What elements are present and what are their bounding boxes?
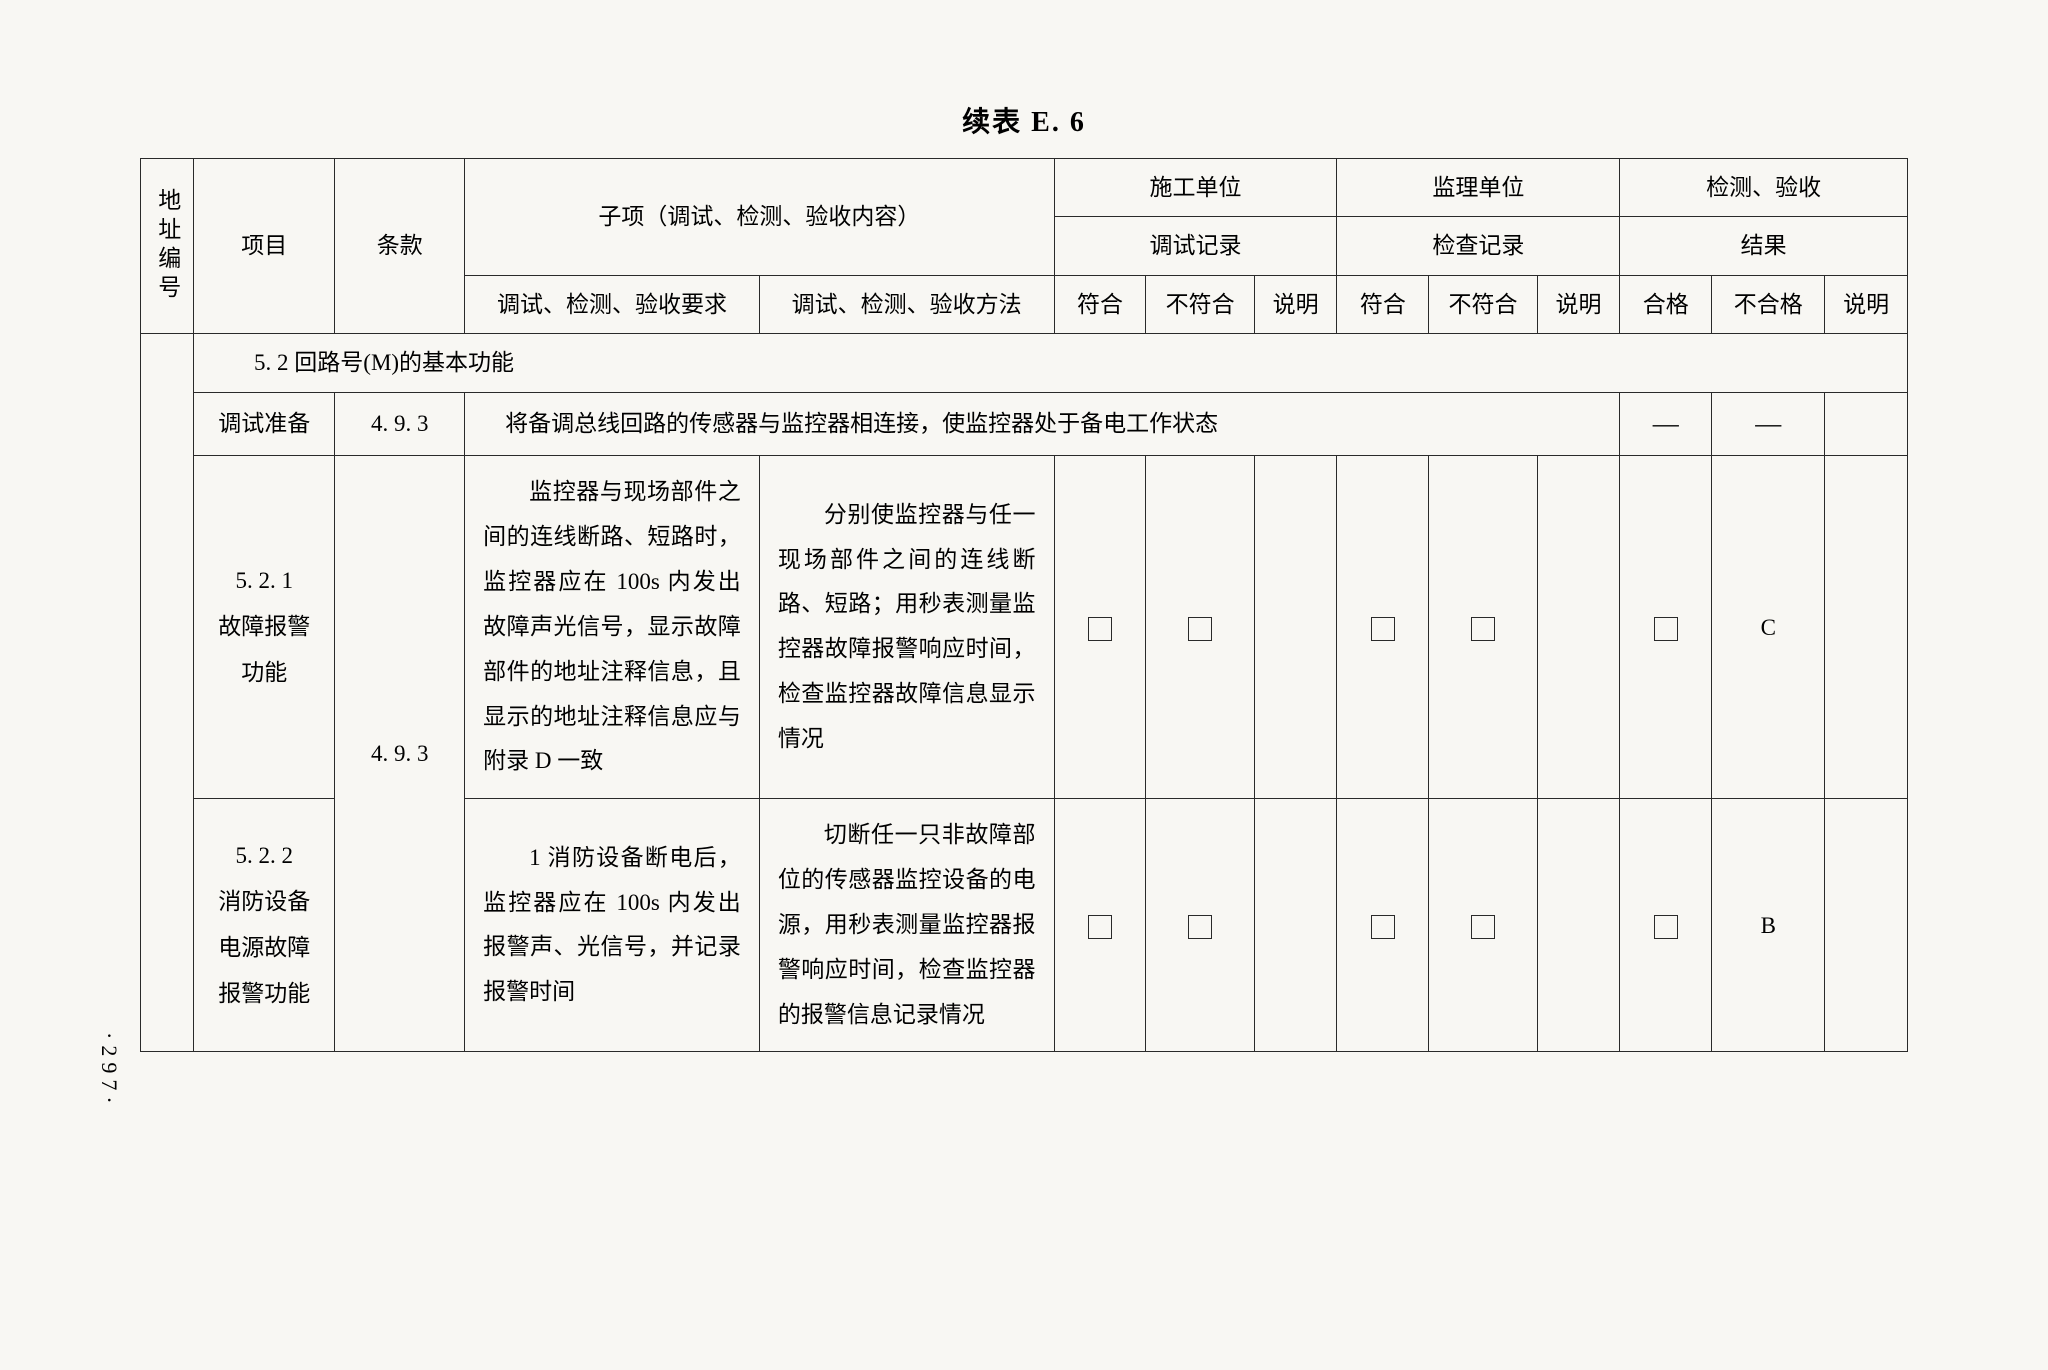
col-construction-unit: 施工单位 [1054, 159, 1337, 217]
checkbox-icon[interactable] [1371, 617, 1395, 641]
col-fail: 不合格 [1712, 275, 1825, 333]
shared-clause: 4. 9. 3 [335, 456, 465, 1052]
col-detection-acceptance: 检测、验收 [1620, 159, 1908, 217]
main-table: 地址编号 项目 条款 子项（调试、检测、验收内容） 施工单位 监理单位 检测、验… [140, 158, 1908, 1052]
col-project: 项目 [194, 159, 335, 334]
checkbox-cell [1146, 799, 1254, 1052]
col-inspection-record: 检查记录 [1337, 217, 1620, 275]
header-row-1: 地址编号 项目 条款 子项（调试、检测、验收内容） 施工单位 监理单位 检测、验… [141, 159, 1908, 217]
note-cell [1537, 456, 1620, 799]
checkbox-cell [1429, 456, 1537, 799]
col-sub-method: 调试、检测、验收方法 [759, 275, 1054, 333]
note-cell [1254, 456, 1337, 799]
checkbox-icon[interactable] [1371, 915, 1395, 939]
checkbox-cell [1620, 799, 1712, 1052]
checkbox-cell [1429, 799, 1537, 1052]
checkbox-cell [1054, 456, 1146, 799]
prep-clause: 4. 9. 3 [335, 392, 465, 456]
checkbox-icon[interactable] [1188, 617, 1212, 641]
note-cell [1537, 799, 1620, 1052]
note-cell [1254, 799, 1337, 1052]
col-commissioning-record: 调试记录 [1054, 217, 1337, 275]
col-note-2: 说明 [1537, 275, 1620, 333]
checkbox-cell [1337, 456, 1429, 799]
row-item-522: 5. 2. 2 消防设备 电源故障 报警功能 [194, 799, 335, 1052]
prep-item: 调试准备 [194, 392, 335, 456]
page-number: ·297· [96, 1032, 122, 1110]
col-subitem: 子项（调试、检测、验收内容） [465, 159, 1054, 276]
section-row: 5. 2 回路号(M)的基本功能 [141, 334, 1908, 392]
checkbox-icon[interactable] [1188, 915, 1212, 939]
col-addr-no: 地址编号 [141, 159, 194, 334]
document-page: 续表 E. 6 地址编号 项目 条款 子项（调试、检测、验收内容） 施工单位 监… [0, 0, 2048, 1370]
prep-text: 将备调总线回路的传感器与监控器相连接，使监控器处于备电工作状态 [465, 392, 1620, 456]
fail-label-522: B [1712, 799, 1825, 1052]
col-conform-1: 符合 [1054, 275, 1146, 333]
prep-pass-mark: — [1620, 392, 1712, 456]
checkbox-icon[interactable] [1471, 617, 1495, 641]
row-req-521: 监控器与现场部件之间的连线断路、短路时，监控器应在 100s 内发出故障声光信号… [465, 456, 760, 799]
col-result: 结果 [1620, 217, 1908, 275]
prep-row: 调试准备 4. 9. 3 将备调总线回路的传感器与监控器相连接，使监控器处于备电… [141, 392, 1908, 456]
checkbox-icon[interactable] [1654, 617, 1678, 641]
table-row: 5. 2. 1 故障报警 功能 4. 9. 3 监控器与现场部件之间的连线断路、… [141, 456, 1908, 799]
fail-label-521: C [1712, 456, 1825, 799]
col-nonconform-2: 不符合 [1429, 275, 1537, 333]
row-req-522: 1 消防设备断电后，监控器应在 100s 内发出报警声、光信号，并记录报警时间 [465, 799, 760, 1052]
checkbox-icon[interactable] [1471, 915, 1495, 939]
checkbox-cell [1054, 799, 1146, 1052]
col-note-3: 说明 [1825, 275, 1908, 333]
checkbox-cell [1337, 799, 1429, 1052]
checkbox-cell [1620, 456, 1712, 799]
checkbox-cell [1146, 456, 1254, 799]
note-cell [1825, 456, 1908, 799]
table-title: 续表 E. 6 [140, 100, 1908, 140]
checkbox-icon[interactable] [1654, 915, 1678, 939]
section-title: 5. 2 回路号(M)的基本功能 [194, 334, 1908, 392]
checkbox-icon[interactable] [1088, 617, 1112, 641]
col-nonconform-1: 不符合 [1146, 275, 1254, 333]
row-method-521: 分别使监控器与任一现场部件之间的连线断路、短路；用秒表测量监控器故障报警响应时间… [759, 456, 1054, 799]
col-sub-req: 调试、检测、验收要求 [465, 275, 760, 333]
checkbox-icon[interactable] [1088, 915, 1112, 939]
col-pass: 合格 [1620, 275, 1712, 333]
note-cell [1825, 799, 1908, 1052]
row-method-522: 切断任一只非故障部位的传感器监控设备的电源，用秒表测量监控器报警响应时间，检查监… [759, 799, 1054, 1052]
prep-note [1825, 392, 1908, 456]
row-item-521: 5. 2. 1 故障报警 功能 [194, 456, 335, 799]
col-supervision-unit: 监理单位 [1337, 159, 1620, 217]
col-clause: 条款 [335, 159, 465, 334]
prep-fail-mark: — [1712, 392, 1825, 456]
addr-no-cell [141, 334, 194, 1052]
col-note-1: 说明 [1254, 275, 1337, 333]
col-conform-2: 符合 [1337, 275, 1429, 333]
